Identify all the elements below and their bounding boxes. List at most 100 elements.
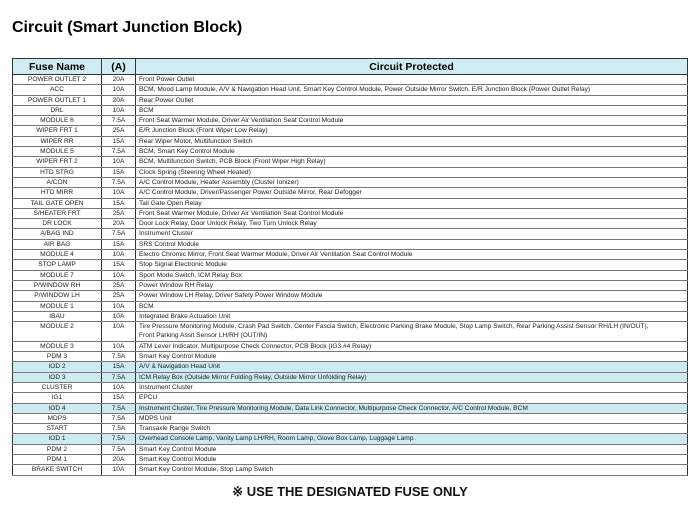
table-row: MODULE 6 7.5A Front Seat Warmer Module, Dr…	[12, 115, 688, 127]
circuit-cell: Power Window RH Relay	[135, 280, 688, 292]
fuse-name-cell: IG1	[12, 392, 102, 404]
amperage-cell: 7.5A	[101, 115, 136, 127]
table-row: IOD 1 7.5A Overhead Console Lamp, Vanity L…	[12, 433, 688, 445]
table-row: ACC 10A BCM, Mood Lamp Module, A/V & Navig…	[12, 84, 688, 96]
fuse-name-cell: POWER OUTLET 2	[12, 74, 102, 86]
circuit-cell: Transaxle Range Switch	[135, 423, 688, 435]
amperage-cell: 7.5A	[101, 413, 136, 425]
amperage-cell: 20A	[101, 95, 136, 106]
circuit-cell: Instrument Cluster	[135, 228, 688, 240]
amperage-cell: 15A	[101, 198, 136, 209]
amperage-cell: 15A	[101, 136, 136, 148]
circuit-cell: Smart Key Control Module	[135, 444, 688, 455]
table-row: IOD 4 7.5A Instrument Cluster, Tire Pressu…	[12, 403, 688, 414]
fuse-name-cell: CLUSTER	[12, 382, 102, 394]
circuit-cell: Front Seat Warmer Module, Driver Air Ven…	[135, 115, 688, 127]
table-row: POWER OUTLET 2 20A Front Power Outlet	[12, 74, 688, 86]
fuse-name-cell: PDM 1	[12, 454, 102, 466]
table-row: PDM 1 20A Smart Key Control Module	[12, 454, 688, 466]
fuse-name-cell: MODULE 6	[12, 115, 102, 127]
fuse-name-cell: HTD MIRR	[12, 187, 102, 199]
table-row: A/CON 7.5A A/C Control Module, Heater Asse…	[12, 177, 688, 189]
table-row: MODULE 1 10A BCM	[12, 301, 688, 312]
fuse-name-cell: IOD 3	[12, 372, 102, 383]
amperage-cell: 25A	[101, 280, 136, 292]
table-row: MODULE 2 10A Tire Pressure Monitoring Modu…	[12, 321, 688, 342]
circuit-cell: Overhead Console Lamp, Vanity Lamp LH/RH…	[135, 433, 688, 445]
table-row: MODULE 3 10A ATM Lever Indicator, Multipur…	[12, 341, 688, 353]
fuse-name-cell: P/WINDOW LH	[12, 290, 102, 302]
table-row: BRAKE SWITCH 10A Smart Key Control Module,…	[12, 464, 688, 476]
amperage-cell: 10A	[101, 301, 136, 312]
circuit-cell: Integrated Brake Actuation Unit	[135, 311, 688, 323]
fuse-name-cell: WIPER FRT 1	[12, 125, 102, 137]
amperage-cell: 7.5A	[101, 146, 136, 158]
table-row: STOP LAMP 15A Stop Signal Electronic Modul…	[12, 259, 688, 271]
table-row: HTD STRG 15A Clock Spring (Steering Wheel …	[12, 167, 688, 178]
table-row: P/WINDOW RH 25A Power Window RH Relay	[12, 280, 688, 292]
circuit-cell: BCM, Multifunction Switch, PCB Block (Fr…	[135, 156, 688, 168]
fuse-name-cell: MDPS	[12, 413, 102, 425]
fuse-name-cell: WIPER FRT 2	[12, 156, 102, 168]
circuit-cell: Power Window LH Relay, Driver Safety Pow…	[135, 290, 688, 302]
table-row: IOD 3 7.5A ICM Relay Box (Outside Mirror F…	[12, 372, 688, 383]
circuit-cell: Clock Spring (Steering Wheel Heated)	[135, 167, 688, 178]
fuse-name-cell: MODULE 1	[12, 301, 102, 312]
amperage-cell: 7.5A	[101, 444, 136, 455]
circuit-cell: Door Lock Relay, Door Unlock Relay, Two …	[135, 218, 688, 230]
header-amperage: (A)	[101, 58, 136, 75]
header-fuse-name: Fuse Name	[12, 58, 102, 75]
table-row: PDM 2 7.5A Smart Key Control Module	[12, 444, 688, 455]
table-row-continuation: Front Parking Assit Sensor LH/RH (OUT/IN…	[13, 331, 688, 342]
table-row: PDM 3 7.5A Smart Key Control Module	[12, 351, 688, 363]
circuit-cell: EPCU	[135, 392, 688, 404]
circuit-cell: A/C Control Module, Heater Assembly (Clu…	[135, 177, 688, 189]
circuit-cell: Smart Key Control Module	[135, 351, 688, 363]
circuit-cell: BCM, Smart Key Control Module	[135, 146, 688, 158]
table-row: IBAU 10A Integrated Brake Actuation Unit	[12, 311, 688, 323]
amperage-cell: 10A	[101, 105, 136, 117]
fuse-table: Fuse Name (A) Circuit Protected POWER OU…	[12, 58, 688, 476]
fuse-name-cell: A/BAG IND	[12, 228, 102, 240]
table-row: CLUSTER 10A Instrument Cluster	[12, 382, 688, 394]
amperage-cell: 25A	[101, 125, 136, 137]
amperage-cell: 10A	[101, 321, 136, 342]
circuit-cell: Smart Key Control Module, Stop Lamp Swit…	[135, 464, 688, 476]
table-row: IG1 15A EPCU	[12, 392, 688, 404]
circuit-cell: BCM	[135, 105, 688, 117]
amperage-cell: 7.5A	[101, 403, 136, 414]
amperage-cell: 15A	[101, 392, 136, 404]
fuse-name-cell: A/CON	[12, 177, 102, 189]
fuse-name-cell: MODULE 7	[12, 270, 102, 281]
circuit-cell: Stop Signal Electronic Module	[135, 259, 688, 271]
page-title: Circuit (Smart Junction Block)	[12, 19, 243, 36]
circuit-cell: BCM	[135, 301, 688, 312]
table-row: DR LOCK 20A Door Lock Relay, Door Unlock R…	[12, 218, 688, 230]
amperage-cell: 7.5A	[101, 177, 136, 189]
fuse-name-cell: ACC	[12, 84, 102, 96]
amperage-cell: 7.5A	[101, 433, 136, 445]
fuse-name-cell: POWER OUTLET 1	[12, 95, 102, 106]
amperage-cell: 10A	[101, 464, 136, 476]
table-row: MDPS 7.5A MDPS Unit	[12, 413, 688, 425]
circuit-cell: Tire Pressure Monitoring Module, Crash P…	[135, 321, 688, 332]
fuse-name-cell: IOD 2	[12, 361, 102, 373]
table-row: START 7.5A Transaxle Range Switch	[12, 423, 688, 435]
amperage-cell: 15A	[101, 361, 136, 373]
amperage-cell: 10A	[101, 187, 136, 199]
amperage-cell: 7.5A	[101, 372, 136, 383]
circuit-cell: BCM, Mood Lamp Module, A/V & Navigation …	[135, 84, 688, 96]
table-row: TAIL GATE OPEN 15A Tail Gate Open Relay	[12, 198, 688, 209]
circuit-cell: Instrument Cluster	[135, 382, 688, 394]
table-row: P/WINDOW LH 25A Power Window LH Relay, Dri…	[12, 290, 688, 302]
amperage-cell: 25A	[101, 290, 136, 302]
table-row: WIPER FRT 1 25A E/R Junction Block (Front …	[12, 125, 688, 137]
fuse-name-cell: WIPER RR	[12, 136, 102, 148]
circuit-cell: ICM Relay Box (Outside Mirror Folding Re…	[135, 372, 688, 383]
table-row: A/BAG IND 7.5A Instrument Cluster	[12, 228, 688, 240]
fuse-name-cell: MODULE 5	[12, 146, 102, 158]
amperage-cell: 10A	[101, 84, 136, 96]
circuit-cell: Front Seat Warmer Module, Driver Air Ven…	[135, 208, 688, 220]
amperage-cell: 10A	[101, 341, 136, 353]
circuit-cell: ATM Lever Indicator, Multipurpose Check …	[135, 341, 688, 353]
